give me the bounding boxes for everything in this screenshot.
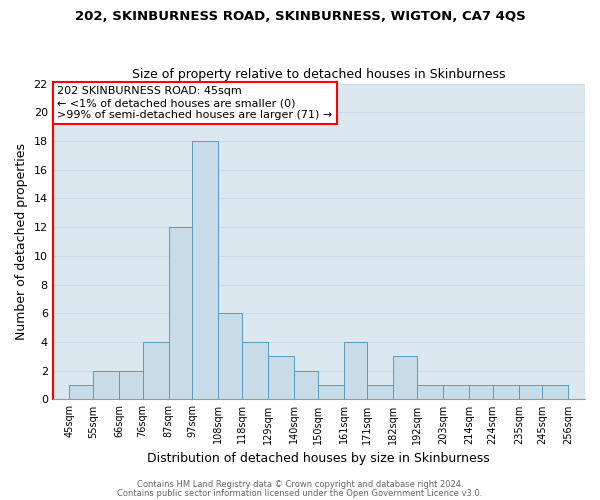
Bar: [417, 385, 443, 400]
Bar: [493, 385, 519, 400]
Bar: [192, 141, 218, 400]
X-axis label: Distribution of detached houses by size in Skinburness: Distribution of detached houses by size …: [148, 452, 490, 465]
Bar: [469, 385, 493, 400]
Bar: [268, 356, 294, 400]
Text: Contains HM Land Registry data © Crown copyright and database right 2024.: Contains HM Land Registry data © Crown c…: [137, 480, 463, 489]
Bar: [542, 385, 568, 400]
Text: Contains public sector information licensed under the Open Government Licence v3: Contains public sector information licen…: [118, 489, 482, 498]
Bar: [317, 385, 344, 400]
Text: 202 SKINBURNESS ROAD: 45sqm
← <1% of detached houses are smaller (0)
>99% of sem: 202 SKINBURNESS ROAD: 45sqm ← <1% of det…: [58, 86, 332, 120]
Y-axis label: Number of detached properties: Number of detached properties: [15, 143, 28, 340]
Title: Size of property relative to detached houses in Skinburness: Size of property relative to detached ho…: [132, 68, 506, 81]
Bar: [119, 370, 143, 400]
Bar: [93, 370, 119, 400]
Bar: [169, 227, 192, 400]
Bar: [394, 356, 417, 400]
Bar: [294, 370, 317, 400]
Bar: [519, 385, 542, 400]
Bar: [69, 385, 93, 400]
Bar: [143, 342, 169, 400]
Bar: [443, 385, 469, 400]
Bar: [367, 385, 394, 400]
Text: 202, SKINBURNESS ROAD, SKINBURNESS, WIGTON, CA7 4QS: 202, SKINBURNESS ROAD, SKINBURNESS, WIGT…: [74, 10, 526, 23]
Bar: [242, 342, 268, 400]
Bar: [218, 314, 242, 400]
Bar: [344, 342, 367, 400]
